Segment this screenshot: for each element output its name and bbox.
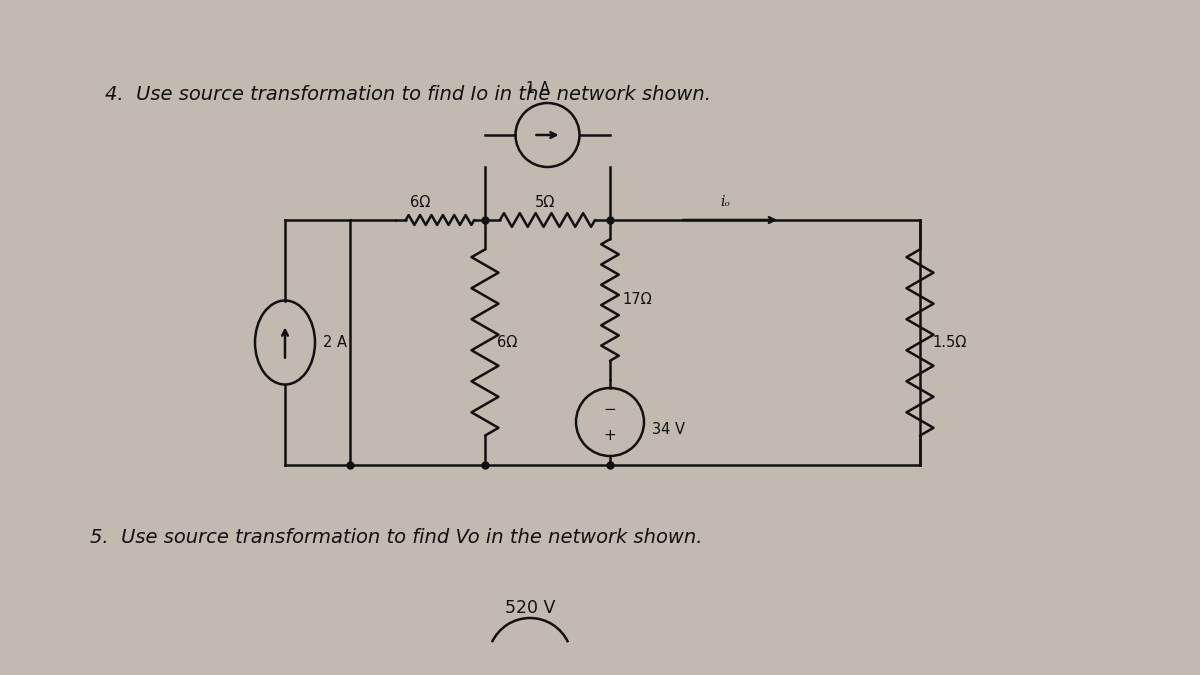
Text: 34 V: 34 V <box>652 423 685 437</box>
Text: 5.  Use source transformation to find Vo in the network shown.: 5. Use source transformation to find Vo … <box>90 528 702 547</box>
Text: 520 V: 520 V <box>505 599 556 617</box>
Text: 6Ω: 6Ω <box>410 195 430 210</box>
Text: 1.5Ω: 1.5Ω <box>932 335 966 350</box>
Text: 2 A: 2 A <box>323 335 347 350</box>
Text: 17Ω: 17Ω <box>622 292 652 308</box>
Text: 6Ω: 6Ω <box>497 335 517 350</box>
Text: −: − <box>604 402 617 418</box>
Text: 4.  Use source transformation to find Io in the network shown.: 4. Use source transformation to find Io … <box>106 85 710 104</box>
Text: 5Ω: 5Ω <box>535 195 556 210</box>
Text: +: + <box>604 429 617 443</box>
Text: 1 A: 1 A <box>526 81 550 96</box>
Text: iₒ: iₒ <box>720 195 730 209</box>
